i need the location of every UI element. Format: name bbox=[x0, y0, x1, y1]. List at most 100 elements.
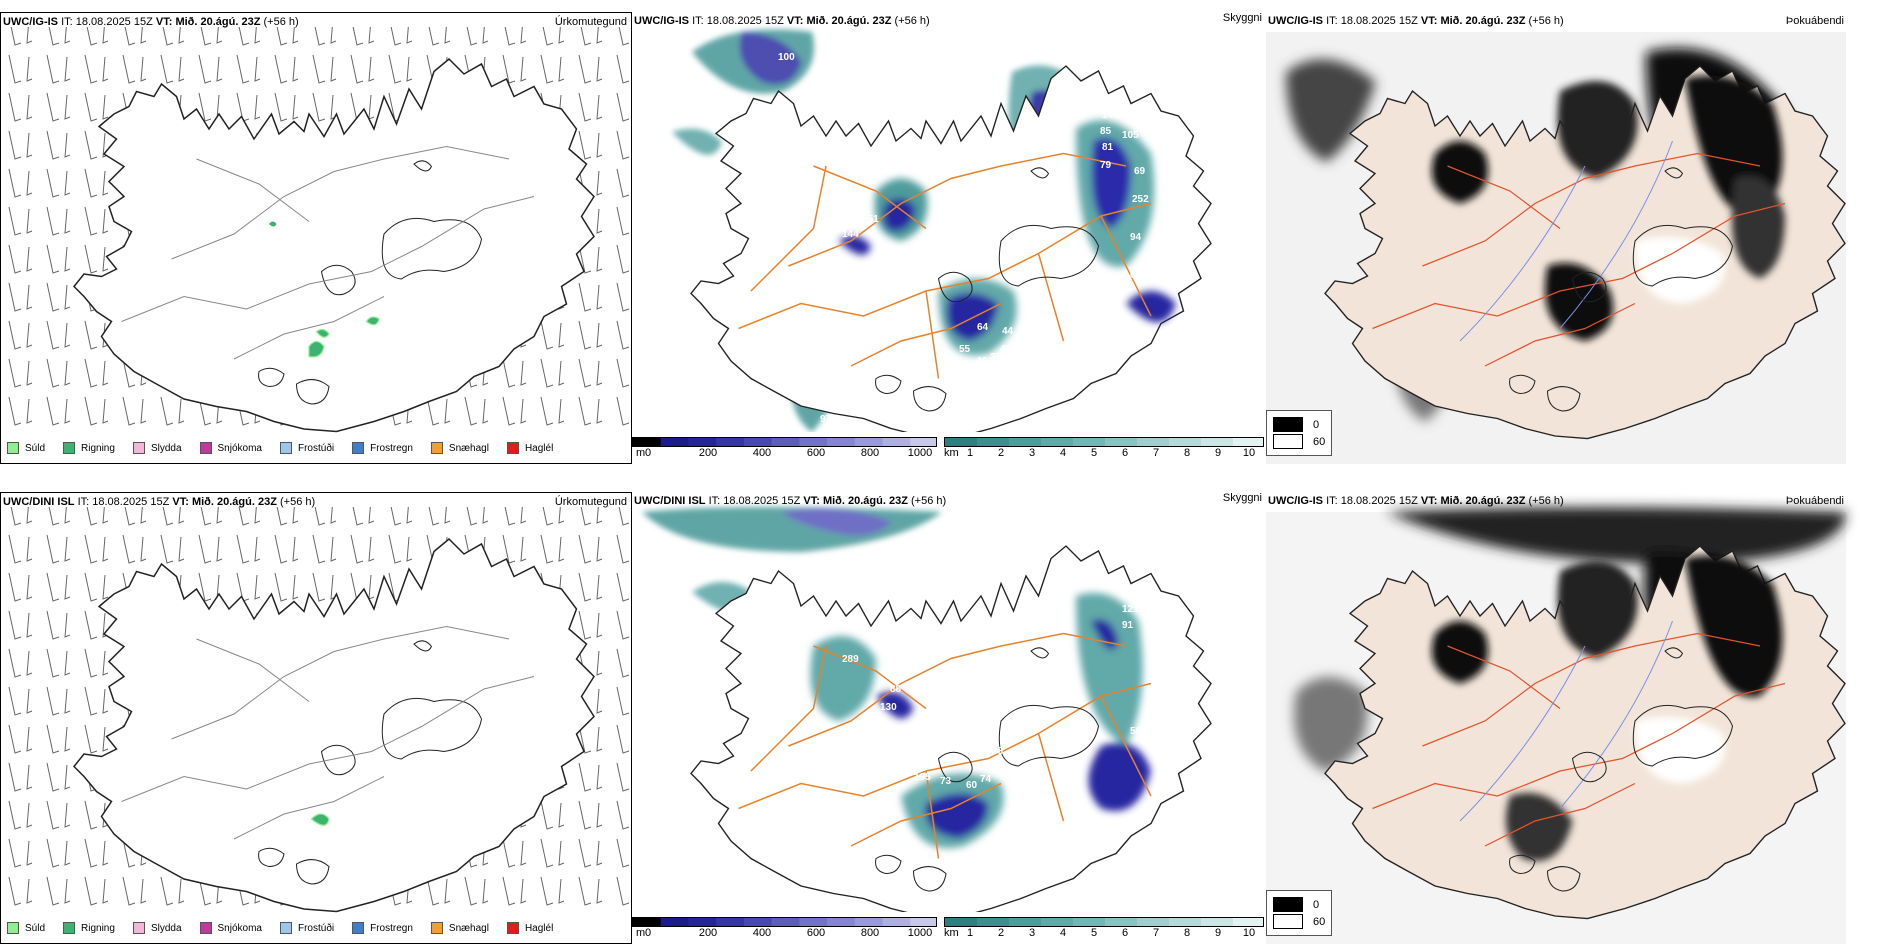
map-value-label: 92 bbox=[902, 144, 914, 155]
colorbar-segment bbox=[1009, 918, 1042, 926]
panel-title: Skyggni bbox=[1222, 492, 1262, 504]
ceiling-ticks: m 0 200 400 600 800 1000 bbox=[632, 447, 937, 459]
map-value-label: 58 bbox=[1130, 726, 1142, 737]
map-value-label: 392 bbox=[850, 344, 867, 355]
map-value-label: 100 bbox=[778, 52, 795, 63]
map-value-label: 70 bbox=[944, 684, 956, 695]
visibility-tick: 9 bbox=[1214, 447, 1222, 459]
visibility-tick: 1 bbox=[966, 447, 974, 459]
panel-title: Þokuábendi bbox=[1785, 15, 1844, 27]
map-value-label: 66 bbox=[1116, 278, 1128, 289]
ceiling-unit: m bbox=[636, 927, 646, 939]
ceiling-tick: 600 bbox=[806, 447, 826, 459]
ceiling-ticks: m 0 200 400 600 800 1000 bbox=[632, 927, 937, 939]
ceiling-tick: 400 bbox=[752, 447, 772, 459]
visibility-labels: 100 128 84 92 98 251 144 87 66 67 45 64 … bbox=[778, 52, 1149, 425]
colorbar-segment bbox=[1009, 438, 1042, 446]
panel-title: Úrkomutegund bbox=[554, 16, 627, 28]
colorbar-segment bbox=[910, 438, 936, 446]
map-value-label: 128 bbox=[812, 66, 829, 77]
visibility-tick: 6 bbox=[1121, 447, 1129, 459]
precip-panel-2: UWC/DINI ISL IT: 18.08.2025 15Z VT: Mið.… bbox=[0, 492, 632, 944]
visibility-tick: 8 bbox=[1183, 927, 1191, 939]
visibility-tick: 8 bbox=[1183, 447, 1191, 459]
colorbar-segment bbox=[945, 438, 978, 446]
legend-swatch bbox=[199, 442, 212, 454]
map-value-label: 92 bbox=[1132, 568, 1144, 579]
map-value-label: 43 bbox=[992, 746, 1004, 757]
map-value-label: 91 bbox=[1122, 620, 1134, 631]
map-value-label: 251 bbox=[862, 214, 879, 225]
colorbar-segment bbox=[660, 438, 689, 446]
colorbar-segment bbox=[1137, 438, 1170, 446]
map-value-label: 86 bbox=[1122, 588, 1134, 599]
precip-map bbox=[1, 507, 631, 913]
visibility-ticks: km 1 2 3 4 5 6 7 8 9 10 bbox=[944, 927, 1264, 939]
colorbar-segment bbox=[799, 918, 828, 926]
visibility-tick: 10 bbox=[1242, 927, 1256, 939]
panel-header: UWC/DINI ISL IT: 18.08.2025 15Z VT: Mið.… bbox=[634, 495, 947, 507]
ceiling-colorbar-strip bbox=[632, 917, 937, 927]
fog-legend: 0 60 bbox=[1266, 890, 1333, 936]
legend-swatch bbox=[352, 922, 365, 934]
colorbar-segment bbox=[827, 438, 856, 446]
colorbar-segment bbox=[977, 918, 1010, 926]
visibility-tick: 7 bbox=[1152, 447, 1160, 459]
fog-legend-swatch bbox=[1273, 434, 1303, 449]
map-value-label: 106 bbox=[1124, 108, 1141, 119]
map-value-label: 81 bbox=[1102, 142, 1114, 153]
precip-panel-1: UWC/IG-IS IT: 18.08.2025 15Z VT: Mið. 20… bbox=[0, 12, 632, 464]
panel-header: UWC/IG-IS IT: 18.08.2025 15Z VT: Mið. 20… bbox=[1268, 15, 1564, 27]
fog-panel-1: UWC/IG-IS IT: 18.08.2025 15Z VT: Mið. 20… bbox=[1266, 12, 1900, 464]
visibility-colorbar-strip bbox=[944, 917, 1264, 927]
colorbar-segment bbox=[771, 918, 800, 926]
map-value-label: 84 bbox=[852, 154, 864, 165]
visibility-unit: km bbox=[944, 447, 959, 459]
colorbar-segment bbox=[977, 438, 1010, 446]
map-value-label: 85 bbox=[1100, 126, 1112, 137]
visibility-tick: 2 bbox=[997, 447, 1005, 459]
map-value-label: 289 bbox=[842, 654, 859, 665]
map-value-label: 69 bbox=[1134, 166, 1146, 177]
ceiling-colorbar-strip bbox=[632, 437, 937, 447]
fog-legend: 0 60 bbox=[1266, 410, 1333, 456]
visibility-ticks: km 1 2 3 4 5 6 7 8 9 10 bbox=[944, 447, 1264, 459]
visibility-map: 100 128 84 92 98 251 144 87 66 67 45 64 … bbox=[672, 29, 1212, 432]
colorbar-segment bbox=[1073, 918, 1106, 926]
colorbar-segment bbox=[854, 438, 884, 446]
fog-legend-swatch bbox=[1273, 897, 1303, 912]
legend-swatch bbox=[279, 922, 292, 934]
map-value-label: 44 bbox=[1002, 326, 1014, 337]
map-value-label: 67 bbox=[844, 272, 856, 283]
map-value-label: 40 bbox=[1000, 344, 1012, 355]
panel-title: Skyggni bbox=[1222, 12, 1262, 24]
legend-swatch bbox=[63, 442, 76, 454]
visibility-tick: 5 bbox=[1090, 447, 1098, 459]
map-value-label: 132 bbox=[1082, 104, 1099, 115]
visibility-tick: 4 bbox=[1059, 927, 1067, 939]
visibility-tick: 9 bbox=[1214, 927, 1222, 939]
visibility-tick: 4 bbox=[1059, 447, 1067, 459]
fog-panel-2: UWC/IG-IS IT: 18.08.2025 15Z VT: Mið. 20… bbox=[1266, 492, 1900, 944]
fog-map bbox=[1266, 32, 1846, 464]
colorbar-segment bbox=[882, 438, 911, 446]
map-value-label: 84 bbox=[956, 360, 968, 371]
colorbar-segment bbox=[1073, 438, 1106, 446]
ceiling-tick: 0 bbox=[644, 927, 652, 939]
map-value-label: 98 bbox=[852, 189, 864, 200]
colorbar-segment bbox=[688, 438, 717, 446]
visibility-panel-1: UWC/IG-IS IT: 18.08.2025 15Z VT: Mið. 20… bbox=[632, 12, 1264, 464]
colorbar-segment bbox=[1169, 438, 1202, 446]
map-value-label: 144 bbox=[842, 229, 859, 240]
map-value-label: 130 bbox=[880, 702, 897, 713]
map-value-label: 60 bbox=[966, 780, 978, 791]
colorbar-segment bbox=[1169, 918, 1202, 926]
fog-legend-swatch bbox=[1273, 914, 1303, 929]
colorbar-segment bbox=[660, 918, 689, 926]
colorbar-segment bbox=[854, 918, 884, 926]
colorbar-segment bbox=[1233, 438, 1263, 446]
map-value-label: 195 bbox=[914, 772, 931, 783]
colorbar-segment bbox=[716, 918, 745, 926]
map-value-label: 55 bbox=[959, 344, 971, 355]
map-value-label: 66 bbox=[860, 279, 872, 290]
